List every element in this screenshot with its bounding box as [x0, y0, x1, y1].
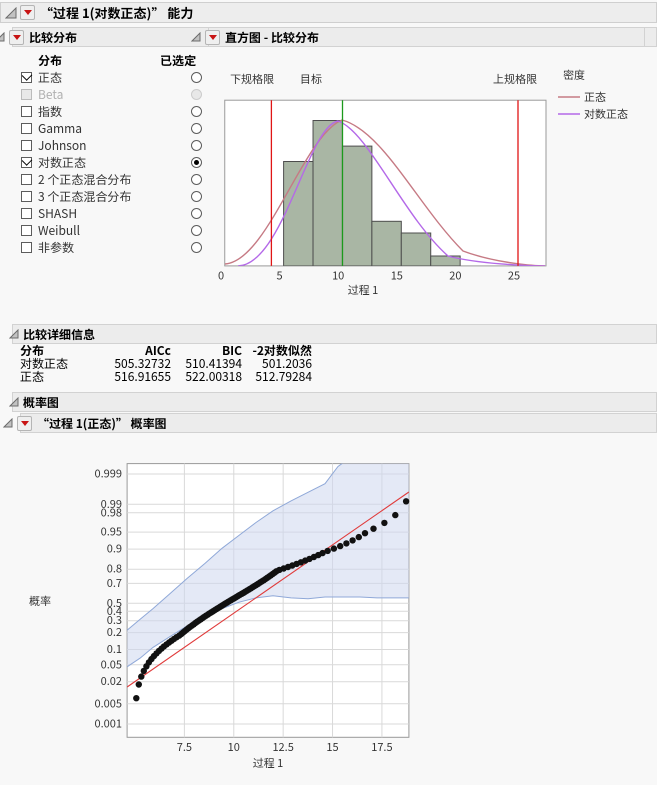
svg-text:10: 10 [228, 739, 240, 755]
svg-text:20: 20 [449, 268, 461, 284]
svg-text:0.9: 0.9 [107, 541, 122, 557]
svg-text:0.7: 0.7 [107, 575, 122, 591]
svg-text:0.02: 0.02 [101, 673, 122, 689]
svg-text:17.5: 17.5 [371, 739, 392, 755]
svg-text:25: 25 [508, 268, 520, 284]
svg-text:正态: 正态 [584, 89, 606, 105]
svg-text:过程 1: 过程 1 [348, 282, 379, 297]
svg-text:密度: 密度 [563, 67, 585, 83]
svg-text:下规格限: 下规格限 [230, 71, 274, 87]
svg-text:15: 15 [391, 268, 403, 284]
svg-text:0.98: 0.98 [101, 504, 122, 520]
svg-text:0.1: 0.1 [107, 641, 122, 657]
svg-text:对数正态: 对数正态 [584, 106, 628, 122]
svg-text:10: 10 [332, 268, 344, 284]
svg-text:0: 0 [218, 268, 224, 284]
svg-text:上规格限: 上规格限 [493, 71, 537, 87]
svg-text:0.999: 0.999 [95, 466, 122, 482]
svg-text:过程 1: 过程 1 [253, 755, 284, 771]
svg-text:15: 15 [326, 739, 338, 755]
svg-text:12.5: 12.5 [272, 739, 293, 755]
svg-text:0.005: 0.005 [95, 695, 122, 711]
svg-text:概率: 概率 [29, 593, 51, 609]
svg-text:7.5: 7.5 [177, 739, 192, 755]
svg-text:目标: 目标 [300, 71, 322, 87]
svg-text:5: 5 [277, 268, 283, 284]
svg-text:0.2: 0.2 [107, 624, 122, 640]
svg-text:0.95: 0.95 [101, 524, 122, 540]
svg-text:0.001: 0.001 [95, 716, 122, 732]
svg-text:0.05: 0.05 [101, 656, 122, 672]
